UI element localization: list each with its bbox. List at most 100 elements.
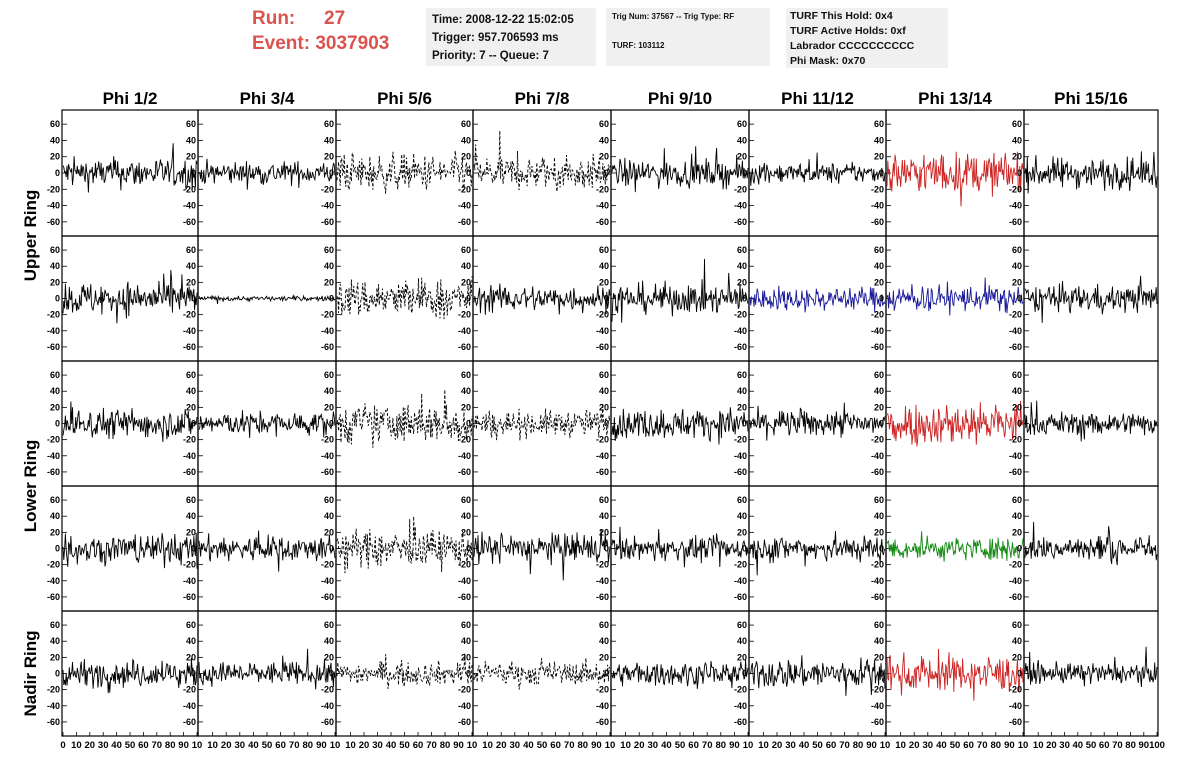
y-tick-label: 20 <box>461 402 471 412</box>
y-tick-label: 40 <box>186 135 196 145</box>
y-tick-label: 0 <box>1017 168 1022 178</box>
panel-frame-r5-c2 <box>197 610 337 737</box>
x-tick-label: 90 <box>316 740 327 751</box>
y-tick-label: 20 <box>50 652 60 662</box>
y-tick-label: 0 <box>879 168 884 178</box>
x-tick-label: 40 <box>111 740 122 751</box>
y-tick-label: 20 <box>599 152 609 162</box>
y-tick-label: -20 <box>1009 560 1022 570</box>
waveform-r3-c4 <box>473 403 611 441</box>
x-tick-label: 20 <box>359 740 370 751</box>
y-tick-label: -20 <box>183 560 196 570</box>
waveform-r2-c3 <box>336 276 473 320</box>
x-tick-label: 60 <box>138 740 149 751</box>
y-tick-label: -20 <box>458 435 471 445</box>
x-tick-label: 90 <box>178 740 189 751</box>
x-tick-label: 10 <box>743 740 754 751</box>
y-tick-label: 20 <box>599 402 609 412</box>
y-tick-label: 0 <box>55 669 60 679</box>
x-tick-label: 90 <box>729 740 740 751</box>
x-tick-label: 40 <box>523 740 534 751</box>
y-tick-label: 0 <box>1017 669 1022 679</box>
y-tick-label: -20 <box>458 184 471 194</box>
x-tick-label: 10 <box>330 740 341 751</box>
y-tick-label: -60 <box>47 592 60 602</box>
y-tick-label: -20 <box>1009 685 1022 695</box>
y-tick-label: -20 <box>321 184 334 194</box>
y-tick-label: -40 <box>1009 576 1022 586</box>
time-info-box: Time: 2008-12-22 15:02:05 Trigger: 957.7… <box>426 8 596 66</box>
y-tick-label: 40 <box>461 636 471 646</box>
y-tick-label: 40 <box>874 261 884 271</box>
y-tick-label: 20 <box>50 277 60 287</box>
y-tick-label: 20 <box>186 152 196 162</box>
y-tick-label: 60 <box>461 620 471 630</box>
y-tick-label: 60 <box>324 370 334 380</box>
y-tick-label: 0 <box>466 294 471 304</box>
x-tick-label: 90 <box>1139 740 1150 751</box>
y-tick-label: -60 <box>596 592 609 602</box>
waveform-r3-c8 <box>1024 400 1158 442</box>
turf-this-hold-text: TURF This Hold: 0x4 <box>790 10 893 22</box>
y-tick-label: -20 <box>458 685 471 695</box>
y-tick-label: -60 <box>596 467 609 477</box>
y-tick-label: 20 <box>1012 652 1022 662</box>
y-tick-label: -20 <box>1009 435 1022 445</box>
y-tick-label: 0 <box>55 544 60 554</box>
x-tick-label: 50 <box>399 740 410 751</box>
y-tick-label: 20 <box>599 527 609 537</box>
x-tick-label: 100 <box>1149 740 1165 751</box>
y-tick-label: 0 <box>466 168 471 178</box>
x-tick-label: 20 <box>772 740 783 751</box>
waveform-r4-c4 <box>473 528 611 581</box>
y-tick-label: 0 <box>466 544 471 554</box>
column-header-6: Phi 11/12 <box>781 89 854 108</box>
trigger-text: Trigger: 957.706593 ms <box>432 32 559 44</box>
waveform-r4-c5 <box>611 526 749 568</box>
y-tick-label: -40 <box>871 201 884 211</box>
y-tick-label: 60 <box>50 370 60 380</box>
x-tick-label: 80 <box>1125 740 1136 751</box>
y-tick-label: -60 <box>1009 342 1022 352</box>
y-tick-label: 60 <box>50 495 60 505</box>
x-tick-label: 50 <box>262 740 273 751</box>
y-tick-label: 0 <box>879 544 884 554</box>
y-tick-label: 40 <box>50 261 60 271</box>
y-tick-label: 0 <box>604 419 609 429</box>
y-tick-label: -40 <box>596 326 609 336</box>
y-tick-label: 40 <box>461 261 471 271</box>
y-tick-label: -20 <box>321 560 334 570</box>
y-tick-label: -60 <box>596 217 609 227</box>
x-tick-label: 90 <box>866 740 877 751</box>
y-tick-label: 40 <box>599 511 609 521</box>
y-tick-label: -20 <box>458 310 471 320</box>
y-tick-label: -40 <box>47 451 60 461</box>
panel-frame-r5-c3 <box>335 610 474 737</box>
y-tick-label: -60 <box>458 717 471 727</box>
y-tick-label: 40 <box>1012 261 1022 271</box>
y-tick-label: -20 <box>1009 184 1022 194</box>
y-tick-label: 0 <box>466 669 471 679</box>
x-tick-label: 20 <box>221 740 232 751</box>
y-tick-label: 20 <box>874 402 884 412</box>
turf-info-box: TURF This Hold: 0x4 TURF Active Holds: 0… <box>786 8 948 68</box>
run-event-box: Run: 27 Event: 3037903 <box>252 6 422 56</box>
y-tick-label: -40 <box>47 576 60 586</box>
y-tick-label: -40 <box>1009 326 1022 336</box>
y-tick-label: 60 <box>874 119 884 129</box>
y-tick-label: -40 <box>321 326 334 336</box>
y-tick-label: -60 <box>47 217 60 227</box>
y-tick-label: -20 <box>871 310 884 320</box>
y-tick-label: 60 <box>599 620 609 630</box>
y-tick-label: -60 <box>734 467 747 477</box>
y-tick-label: -40 <box>183 451 196 461</box>
y-tick-label: -40 <box>596 201 609 211</box>
x-tick-label: 70 <box>1112 740 1123 751</box>
y-tick-label: 0 <box>742 168 747 178</box>
y-tick-label: 60 <box>737 370 747 380</box>
y-tick-label: 40 <box>874 511 884 521</box>
waveform-r4-c3 <box>336 516 473 574</box>
y-tick-label: 0 <box>742 294 747 304</box>
y-tick-label: 20 <box>324 402 334 412</box>
waveform-r4-c2 <box>198 530 336 572</box>
